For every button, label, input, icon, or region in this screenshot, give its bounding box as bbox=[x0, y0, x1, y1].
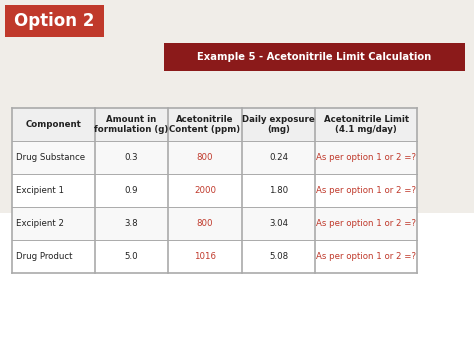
Bar bbox=[12, 108, 417, 273]
Text: Acetonitrile
Content (ppm): Acetonitrile Content (ppm) bbox=[169, 115, 241, 135]
Text: 800: 800 bbox=[197, 153, 213, 162]
Text: 1.80: 1.80 bbox=[269, 186, 288, 195]
Text: Amount in
formulation (g): Amount in formulation (g) bbox=[94, 115, 169, 135]
Text: Component: Component bbox=[26, 120, 81, 129]
Text: Drug Product: Drug Product bbox=[16, 252, 72, 261]
Text: Excipient 1: Excipient 1 bbox=[16, 186, 64, 195]
Text: 0.3: 0.3 bbox=[125, 153, 138, 162]
Text: As per option 1 or 2 =?: As per option 1 or 2 =? bbox=[316, 219, 416, 228]
Text: 0.24: 0.24 bbox=[269, 153, 288, 162]
Text: 2000: 2000 bbox=[194, 186, 216, 195]
Text: As per option 1 or 2 =?: As per option 1 or 2 =? bbox=[316, 186, 416, 195]
Bar bbox=[12, 240, 417, 273]
Text: 800: 800 bbox=[197, 219, 213, 228]
Text: 5.08: 5.08 bbox=[269, 252, 288, 261]
Text: 3.04: 3.04 bbox=[269, 219, 288, 228]
Text: 5.0: 5.0 bbox=[125, 252, 138, 261]
Text: 0.9: 0.9 bbox=[125, 186, 138, 195]
Bar bbox=[12, 141, 417, 174]
Text: 3.8: 3.8 bbox=[125, 219, 138, 228]
Text: As per option 1 or 2 =?: As per option 1 or 2 =? bbox=[316, 153, 416, 162]
Text: Acetonitrile Limit
(4.1 mg/day): Acetonitrile Limit (4.1 mg/day) bbox=[324, 115, 409, 135]
Text: Example 5 - Acetonitrile Limit Calculation: Example 5 - Acetonitrile Limit Calculati… bbox=[197, 52, 431, 62]
Text: Daily exposure
(mg): Daily exposure (mg) bbox=[242, 115, 315, 135]
Text: Excipient 2: Excipient 2 bbox=[16, 219, 64, 228]
Text: Option 2: Option 2 bbox=[14, 12, 95, 30]
Text: Drug Substance: Drug Substance bbox=[16, 153, 85, 162]
Text: As per option 1 or 2 =?: As per option 1 or 2 =? bbox=[316, 252, 416, 261]
Bar bbox=[12, 174, 417, 207]
Bar bbox=[164, 43, 465, 71]
Bar bbox=[5, 5, 104, 37]
Text: 1016: 1016 bbox=[194, 252, 216, 261]
Bar bbox=[12, 108, 417, 141]
Bar bbox=[12, 207, 417, 240]
Bar bbox=[0, 213, 474, 355]
